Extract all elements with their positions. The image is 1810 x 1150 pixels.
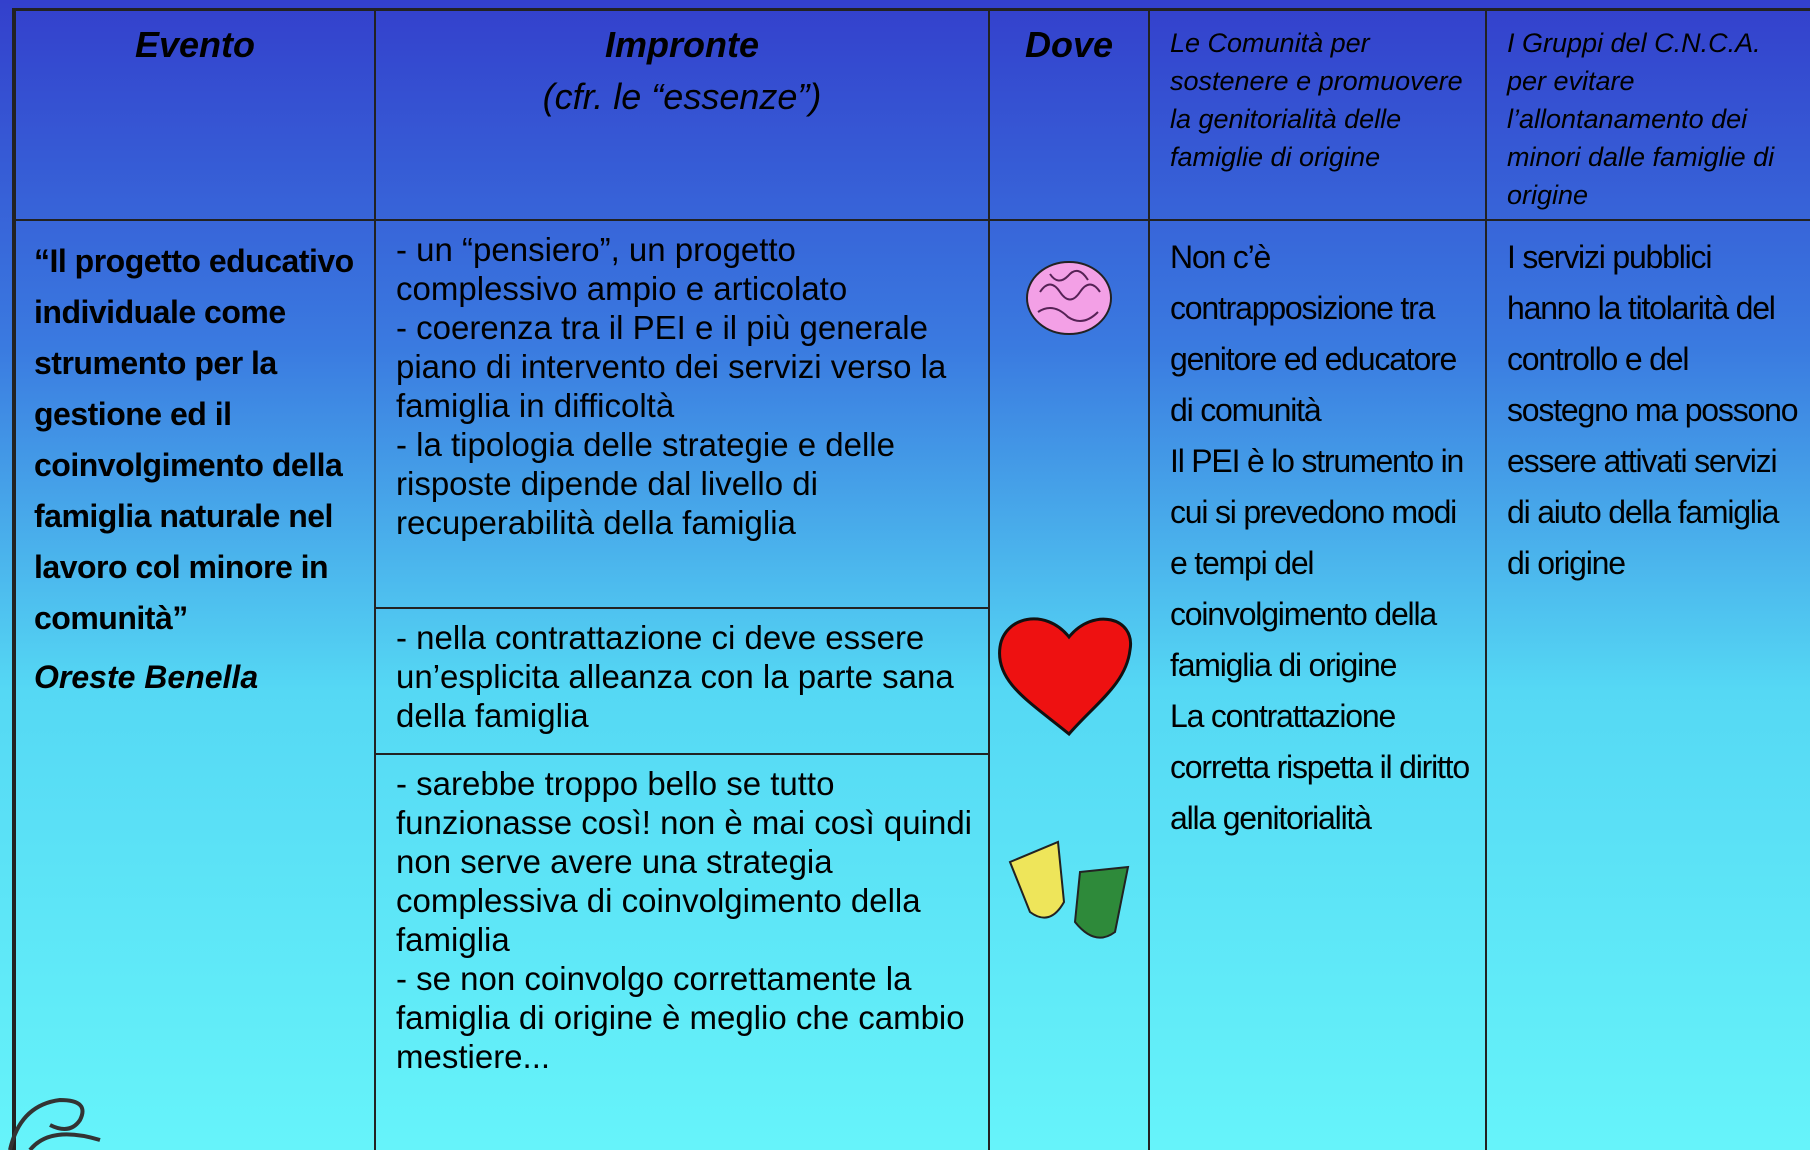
header-dove: Dove bbox=[1024, 24, 1114, 65]
header-evento: Evento bbox=[134, 24, 256, 65]
masks-icon bbox=[1008, 840, 1130, 939]
bullet: - nella contrattazione ci deve essere un… bbox=[396, 619, 954, 734]
logo bbox=[8, 1097, 101, 1150]
icons bbox=[998, 261, 1132, 939]
heart-icon bbox=[998, 617, 1132, 737]
comunita-cell: Non c’è contrapposizione tra genitore ed… bbox=[1150, 222, 1485, 844]
header-impronte-cell: Impronte (cfr. le “essenze”) bbox=[376, 24, 988, 118]
bullet: - se non coinvolgo correttamente la fami… bbox=[396, 960, 965, 1075]
impronte-cell: - un “pensiero”, un progetto complessivo… bbox=[376, 222, 988, 542]
impronte-cell: - sarebbe troppo bello se tutto funziona… bbox=[376, 756, 988, 1076]
header-impronte-note: (cfr. le “essenze”) bbox=[542, 76, 822, 117]
impronte-cell: - nella contrattazione ci deve essere un… bbox=[376, 610, 988, 735]
header-impronte: Impronte bbox=[604, 24, 759, 65]
bullet: - sarebbe troppo bello se tutto funziona… bbox=[396, 765, 973, 958]
evento-cell: “Il progetto educativo individuale come … bbox=[16, 236, 374, 703]
header-gruppi: I Gruppi del C.N.C.A. per evitare l’allo… bbox=[1507, 28, 1775, 210]
bullet: - coerenza tra il PEI e il più generale … bbox=[396, 309, 947, 424]
bullet: - la tipologia delle strategie e delle r… bbox=[396, 426, 895, 541]
brain-icon bbox=[1026, 261, 1112, 335]
paragraph: La contrattazione corretta rispetta il d… bbox=[1170, 698, 1470, 836]
paragraph: Non c’è contrapposizione tra genitore ed… bbox=[1170, 239, 1457, 428]
evento-title: “Il progetto educativo individuale come … bbox=[34, 243, 354, 636]
bullet: - un “pensiero”, un progetto complessivo… bbox=[396, 231, 848, 307]
header-comunita: Le Comunità per sostenere e promuovere l… bbox=[1170, 28, 1463, 172]
gruppi-cell: I servizi pubblici hanno la titolarità d… bbox=[1507, 239, 1798, 581]
evento-author: Oreste Benella bbox=[34, 659, 259, 695]
paragraph: Il PEI è lo strumento in cui si prevedon… bbox=[1170, 443, 1464, 683]
